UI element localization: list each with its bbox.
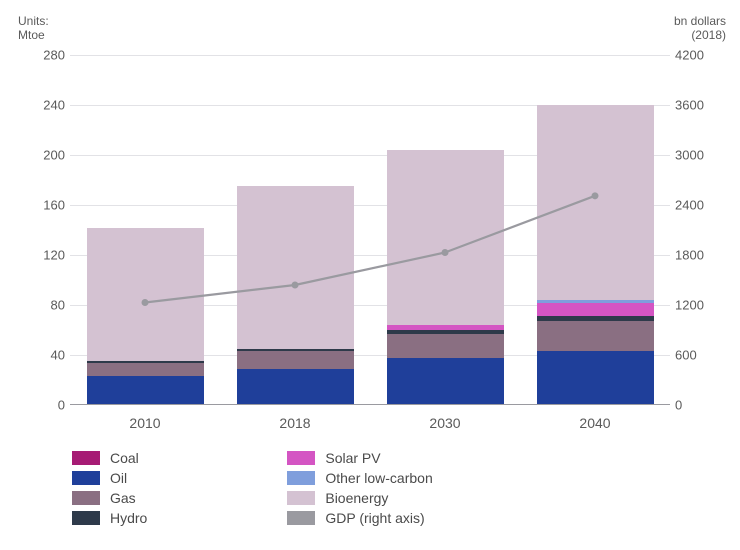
- bar-segment-gas: [237, 351, 354, 369]
- legend-label: Oil: [110, 470, 127, 486]
- left-axis-title: Units: Mtoe: [18, 14, 49, 43]
- legend-swatch: [72, 451, 100, 465]
- legend-label: Gas: [110, 490, 136, 506]
- y-tick-right: 600: [675, 348, 730, 363]
- y-tick-right: 3600: [675, 98, 730, 113]
- legend-swatch: [72, 511, 100, 525]
- y-tick-right: 3000: [675, 148, 730, 163]
- legend-label: Other low-carbon: [325, 470, 432, 486]
- x-tick-label: 2040: [579, 415, 610, 431]
- bar-segment-bioenergy: [87, 228, 204, 362]
- y-tick-right: 1800: [675, 248, 730, 263]
- legend-item-other_low_carbon: Other low-carbon: [287, 470, 432, 486]
- bar-segment-gas: [87, 363, 204, 377]
- right-axis-title-line1: bn dollars: [674, 14, 726, 28]
- legend-swatch: [72, 491, 100, 505]
- bar-segment-oil: [537, 351, 654, 404]
- x-axis-line: [70, 404, 670, 405]
- legend-column-b: Solar PV Other low-carbon Bioenergy GDP (ri…: [287, 450, 432, 526]
- bar-segment-solar_pv: [537, 303, 654, 317]
- legend-item-solar_pv: Solar PV: [287, 450, 432, 466]
- y-tick-left: 80: [10, 298, 65, 313]
- right-axis-title-line2: (2018): [674, 28, 726, 42]
- y-tick-left: 160: [10, 198, 65, 213]
- legend-column-a: Coal Oil Gas Hydro: [72, 450, 147, 526]
- x-tick-label: 2018: [279, 415, 310, 431]
- bar-segment-bioenergy: [237, 186, 354, 349]
- legend-label: Solar PV: [325, 450, 380, 466]
- bar-segment-hydro: [87, 361, 204, 362]
- legend-swatch: [287, 491, 315, 505]
- right-axis-title: bn dollars (2018): [674, 14, 726, 43]
- left-axis-title-line2: Mtoe: [18, 28, 49, 42]
- x-tick-label: 2010: [129, 415, 160, 431]
- y-tick-left: 120: [10, 248, 65, 263]
- legend-label: Coal: [110, 450, 139, 466]
- bar-segment-bioenergy: [537, 105, 654, 300]
- legend-swatch: [72, 471, 100, 485]
- left-axis-title-line1: Units:: [18, 14, 49, 28]
- gridline: [70, 55, 670, 56]
- bar-segment-oil: [87, 376, 204, 404]
- bar-segment-bioenergy: [387, 150, 504, 325]
- bar-segment-gas: [387, 334, 504, 358]
- legend-label: Hydro: [110, 510, 147, 526]
- y-tick-left: 40: [10, 348, 65, 363]
- bar-segment-other_low_carbon: [537, 300, 654, 303]
- legend-item-gas: Gas: [72, 490, 147, 506]
- y-tick-right: 0: [675, 398, 730, 413]
- legend-swatch: [287, 471, 315, 485]
- bar-segment-oil: [237, 369, 354, 404]
- gdp-line: [145, 196, 595, 303]
- legend: Coal Oil Gas Hydro Solar PV Other low-carbon…: [72, 450, 712, 526]
- y-tick-right: 1200: [675, 298, 730, 313]
- y-tick-right: 4200: [675, 48, 730, 63]
- legend-item-coal: Coal: [72, 450, 147, 466]
- legend-swatch: [287, 451, 315, 465]
- bar-segment-oil: [387, 358, 504, 404]
- y-tick-right: 2400: [675, 198, 730, 213]
- bar-segment-hydro: [237, 349, 354, 352]
- y-tick-left: 0: [10, 398, 65, 413]
- x-tick-label: 2030: [429, 415, 460, 431]
- energy-gdp-chart: Units: Mtoe bn dollars (2018) 0 40 80 120 16…: [0, 0, 740, 440]
- bar-segment-solar_pv: [387, 325, 504, 330]
- y-tick-left: 200: [10, 148, 65, 163]
- bar-segment-hydro: [537, 316, 654, 321]
- y-tick-left: 280: [10, 48, 65, 63]
- y-tick-left: 240: [10, 98, 65, 113]
- legend-swatch: [287, 511, 315, 525]
- bar-segment-hydro: [387, 330, 504, 334]
- legend-label: GDP (right axis): [325, 510, 424, 526]
- bar-segment-gas: [537, 321, 654, 351]
- plot-area: [70, 55, 670, 405]
- legend-item-hydro: Hydro: [72, 510, 147, 526]
- legend-item-gdp: GDP (right axis): [287, 510, 432, 526]
- legend-item-bioenergy: Bioenergy: [287, 490, 432, 506]
- legend-label: Bioenergy: [325, 490, 388, 506]
- legend-item-oil: Oil: [72, 470, 147, 486]
